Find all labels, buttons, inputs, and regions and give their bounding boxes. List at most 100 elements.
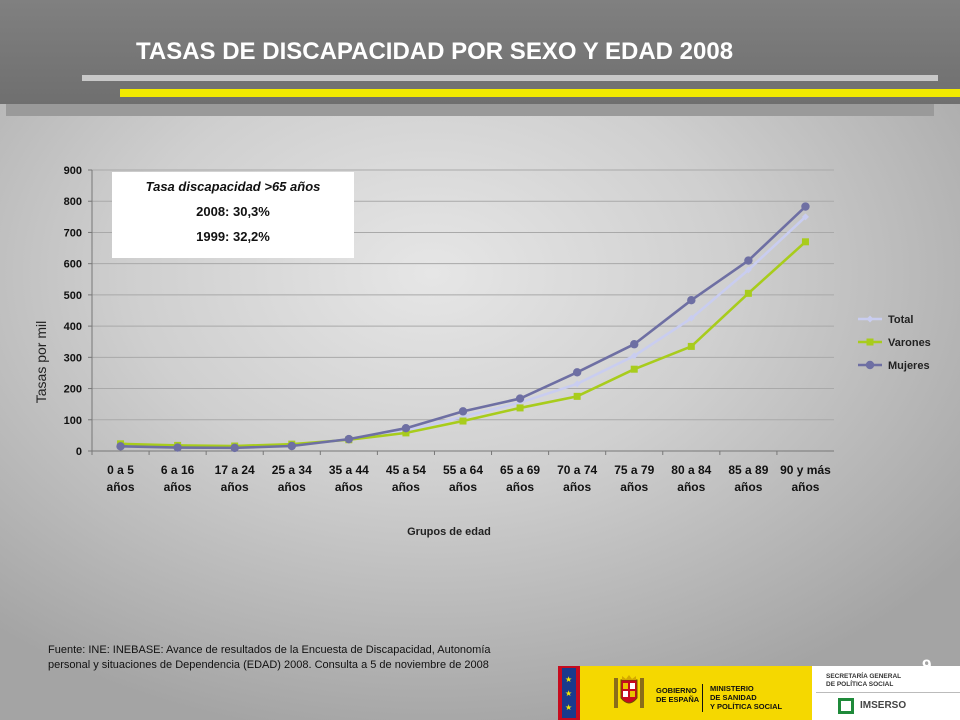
data-point-varones <box>573 392 581 400</box>
y-tick-labels: 0 100 200 300 400 500 600 700 800 900 <box>64 165 82 458</box>
data-point-mujeres <box>116 442 125 451</box>
data-point-varones <box>516 404 524 412</box>
eu-flag-icon: ★ ★ ★ <box>562 668 576 718</box>
x-tick-label-unit: años <box>107 480 135 494</box>
data-point-varones <box>687 342 695 350</box>
rate-infobox: Tasa discapacidad >65 años 2008: 30,3% 1… <box>112 172 354 258</box>
x-tick-label-unit: años <box>620 480 648 494</box>
page-number: 9 <box>922 656 931 676</box>
x-tick-label: 25 a 34 <box>272 463 312 477</box>
x-tick-label: 75 a 79 <box>614 463 654 477</box>
header-shadow <box>6 104 934 116</box>
series-lines <box>116 202 810 453</box>
y-tick-label: 400 <box>64 321 82 333</box>
data-point-mujeres <box>572 368 582 377</box>
gov-divider <box>702 684 703 712</box>
x-tick-label: 65 a 69 <box>500 463 540 477</box>
ministry-logo-text: MINISTERIO DE SANIDAD Y POLÍTICA SOCIAL <box>710 684 782 711</box>
legend: Total Varones Mujeres <box>858 314 931 372</box>
data-point-varones <box>744 289 752 297</box>
data-point-total <box>630 352 638 360</box>
data-point-total <box>573 380 581 388</box>
legend-marker-varones <box>866 338 874 346</box>
slide-header <box>0 0 960 104</box>
infobox-rate-2008: 2008: 30,3% <box>196 204 270 219</box>
legend-label-total: Total <box>888 314 913 326</box>
data-point-mujeres <box>801 202 810 211</box>
y-tick-label: 900 <box>64 165 82 177</box>
y-tick-label: 600 <box>64 259 82 271</box>
data-point-varones <box>801 238 809 246</box>
x-tick-label: 70 a 74 <box>557 463 597 477</box>
legend-label-mujeres: Mujeres <box>888 360 930 372</box>
government-logo-panel: GOBIERNO DE ESPAÑA MINISTERIO DE SANIDAD… <box>580 666 812 720</box>
x-tick-labels: 0 a 5 años 6 a 16 años 17 a 24 años 25 a 34 año… <box>107 463 832 494</box>
y-axis-label: Tasas por mil <box>33 321 49 403</box>
data-point-total <box>744 266 752 274</box>
data-point-total <box>687 314 695 322</box>
slide-title: TASAS DE DISCAPACIDAD POR SEXO Y EDAD 20… <box>136 38 734 65</box>
data-point-mujeres <box>744 256 753 265</box>
infobox-title: Tasa discapacidad >65 años <box>145 179 321 194</box>
secretariat-logo-panel: SECRETARÍA GENERAL DE POLÍTICA SOCIAL IM… <box>816 666 960 720</box>
secretariat-text: SECRETARÍA GENERAL DE POLÍTICA SOCIAL <box>826 673 901 689</box>
data-point-varones <box>459 417 467 425</box>
data-point-mujeres <box>173 443 182 452</box>
x-tick-label: 90 y más <box>780 463 831 477</box>
y-tick-label: 700 <box>64 227 82 239</box>
data-point-mujeres <box>630 340 639 349</box>
data-point-mujeres <box>344 434 354 444</box>
x-tick-label-unit: años <box>392 480 420 494</box>
data-point-total <box>801 213 809 221</box>
infobox-rate-1999: 1999: 32,2% <box>196 229 270 244</box>
grid-lines <box>92 169 834 421</box>
y-tick-label: 100 <box>64 415 82 427</box>
x-tick-label-unit: años <box>164 480 192 494</box>
data-point-mujeres <box>515 394 525 403</box>
footer-logos: ★ ★ ★ GOBIERNO DE ESPAÑA MINISTERIO DE S… <box>558 666 960 720</box>
x-tick-label: 85 a 89 <box>728 463 768 477</box>
x-tick-label: 6 a 16 <box>161 463 195 477</box>
x-tick-label: 17 a 24 <box>215 463 255 477</box>
gov-logo-text: GOBIERNO DE ESPAÑA <box>656 686 699 704</box>
ministry-line-1: MINISTERIO <box>710 684 754 693</box>
x-axis-label: Grupos de edad <box>407 526 491 538</box>
x-tick-label: 80 a 84 <box>671 463 711 477</box>
y-tick-label: 300 <box>64 352 82 364</box>
x-tick-label: 45 a 54 <box>386 463 426 477</box>
gov-line-1: GOBIERNO <box>656 686 697 695</box>
data-point-varones <box>402 429 410 437</box>
x-tick-label-unit: años <box>278 480 306 494</box>
x-tick-label-unit: años <box>335 480 363 494</box>
y-tick-label: 500 <box>64 290 82 302</box>
x-tick-label-unit: años <box>221 480 249 494</box>
imserso-text: IMSERSO <box>860 700 907 711</box>
y-tick-label: 800 <box>64 196 82 208</box>
legend-marker-mujeres <box>865 360 875 370</box>
ministry-line-3: Y POLÍTICA SOCIAL <box>710 702 783 711</box>
data-point-varones <box>630 365 638 373</box>
data-point-mujeres <box>287 441 296 451</box>
legend-marker-total <box>866 315 874 323</box>
ministry-line-2: DE SANIDAD <box>710 693 757 702</box>
data-point-mujeres <box>401 424 411 433</box>
data-point-mujeres <box>687 295 696 305</box>
source-note: Fuente: INE: INEBASE: Avance de resultad… <box>48 644 491 671</box>
imserso-logo-icon <box>838 698 854 714</box>
coat-of-arms-icon <box>614 675 644 708</box>
axes <box>88 169 834 455</box>
title-rule-gray <box>82 75 938 81</box>
data-point-mujeres <box>458 407 468 416</box>
secretariat-divider <box>816 692 960 693</box>
x-tick-label-unit: años <box>677 480 705 494</box>
x-tick-label-unit: años <box>506 480 534 494</box>
x-tick-label: 55 a 64 <box>443 463 483 477</box>
secretariat-line-2: DE POLÍTICA SOCIAL <box>826 681 894 688</box>
x-tick-label-unit: años <box>563 480 591 494</box>
eu-flag-strip: ★ ★ ★ <box>558 666 580 720</box>
x-tick-label: 35 a 44 <box>329 463 369 477</box>
title-rule-yellow <box>120 89 960 97</box>
legend-label-varones: Varones <box>888 337 931 349</box>
data-point-mujeres <box>230 443 239 453</box>
